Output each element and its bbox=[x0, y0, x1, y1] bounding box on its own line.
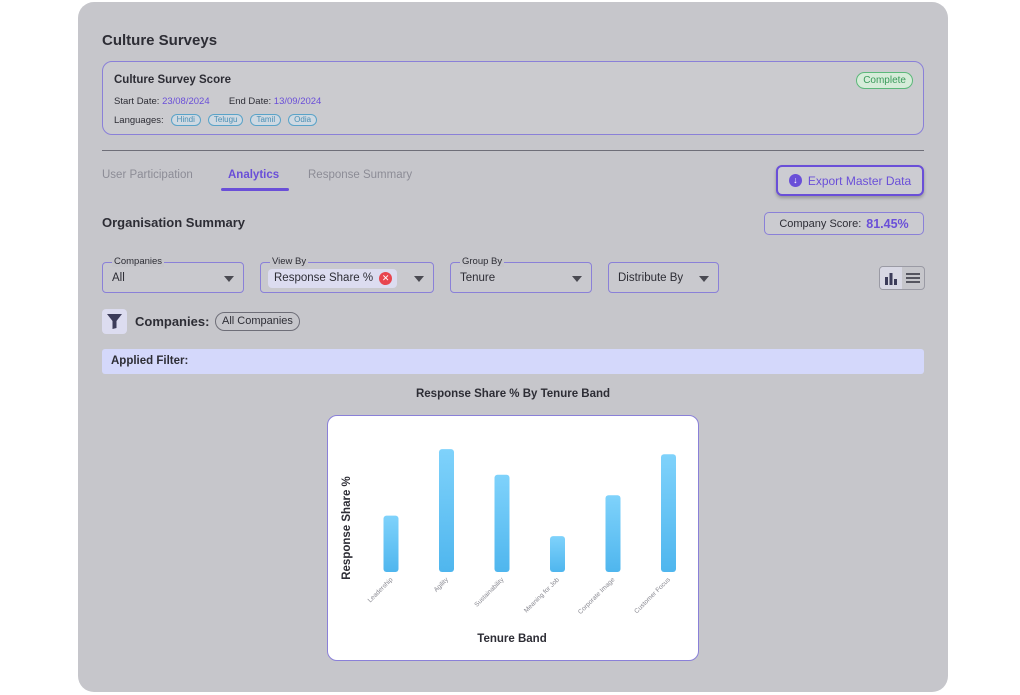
organisation-summary-title: Organisation Summary bbox=[102, 215, 246, 230]
survey-score-card: Culture Survey Score Complete Start Date… bbox=[102, 61, 924, 135]
all-companies-chip[interactable]: All Companies bbox=[215, 312, 300, 331]
tab-user-participation[interactable]: User Participation bbox=[102, 169, 193, 181]
group-by-select-label: Group By bbox=[460, 256, 505, 267]
view-toggle bbox=[879, 266, 925, 290]
end-date-label: End Date: bbox=[228, 96, 272, 107]
active-tab-indicator bbox=[221, 188, 289, 191]
bar-leadership[interactable] bbox=[383, 515, 399, 572]
remove-chip-icon[interactable]: ✕ bbox=[379, 272, 393, 285]
distribute-by-select-value: Distribute By bbox=[618, 272, 684, 284]
chevron-down-icon bbox=[572, 276, 582, 282]
bar-customer-focus[interactable] bbox=[661, 454, 676, 572]
view-by-select-label: View By bbox=[270, 256, 309, 267]
group-by-select[interactable]: Group By Tenure bbox=[450, 256, 592, 293]
x-tick-label: Leadership bbox=[367, 576, 395, 604]
chart-view-button[interactable] bbox=[880, 267, 902, 289]
status-badge: Complete bbox=[856, 72, 913, 89]
companies-filter-label: Companies: bbox=[135, 314, 210, 329]
survey-card-title: Culture Survey Score bbox=[114, 74, 231, 86]
tab-response-summary[interactable]: Response Summary bbox=[308, 169, 413, 181]
chart-title: Response Share % By Tenure Band bbox=[415, 388, 611, 400]
bar-chart-svg: Response Share % Tenure Band Leadership A… bbox=[341, 449, 676, 645]
filter-button[interactable] bbox=[102, 309, 127, 334]
view-by-chip-label: Response Share % bbox=[274, 272, 374, 284]
group-by-select-value: Tenure bbox=[460, 272, 496, 284]
company-score-label: Company Score: bbox=[779, 217, 862, 230]
page-title: Culture Surveys bbox=[102, 32, 218, 49]
bar-corporate-image[interactable] bbox=[605, 495, 621, 572]
view-by-chip: Response Share % ✕ bbox=[268, 269, 398, 288]
language-chip: Tamil bbox=[250, 114, 282, 126]
tab-analytics[interactable]: Analytics bbox=[228, 169, 280, 181]
language-chip: Odia bbox=[288, 114, 318, 126]
list-view-button[interactable] bbox=[902, 267, 924, 289]
start-date-value: 23/08/2024 bbox=[162, 96, 210, 107]
view-by-select[interactable]: View By Response Share % ✕ bbox=[260, 256, 434, 293]
export-button-label: Export Master Data bbox=[807, 173, 912, 188]
applied-filter-bar: Applied Filter: bbox=[102, 349, 924, 374]
list-icon bbox=[906, 273, 920, 283]
companies-select[interactable]: Companies All bbox=[102, 256, 244, 293]
companies-select-value: All bbox=[112, 272, 125, 284]
x-tick-label: Sustainability bbox=[473, 576, 506, 609]
bar-sustainability[interactable] bbox=[494, 474, 510, 572]
languages-label: Languages: bbox=[114, 114, 164, 126]
x-tick-label: Corporate Image bbox=[577, 576, 617, 616]
export-master-data-button[interactable]: ↓ Export Master Data bbox=[776, 165, 924, 196]
languages-row: Languages: Hindi Telugu Tamil Odia bbox=[114, 114, 318, 126]
distribute-by-select[interactable]: Distribute By bbox=[608, 262, 719, 293]
company-score-badge: Company Score: 81.45% bbox=[764, 212, 924, 235]
bar-meaning-for-job[interactable] bbox=[550, 536, 565, 572]
chevron-down-icon bbox=[224, 276, 234, 282]
companies-select-label: Companies bbox=[112, 256, 165, 267]
company-score-value: 81.45% bbox=[866, 216, 909, 231]
survey-dates: Start Date: 23/08/2024 End Date: 13/09/2… bbox=[114, 96, 321, 107]
download-icon: ↓ bbox=[788, 174, 802, 187]
bar-chart: Response Share % Tenure Band Leadership A… bbox=[327, 415, 699, 661]
start-date-label: Start Date: bbox=[114, 96, 160, 107]
language-chip: Hindi bbox=[170, 114, 201, 126]
funnel-icon bbox=[107, 314, 122, 329]
end-date-value: 13/09/2024 bbox=[273, 96, 322, 107]
chevron-down-icon bbox=[699, 276, 709, 282]
x-tick-label: Meaning for Job bbox=[523, 576, 561, 614]
x-tick-label: Agility bbox=[433, 576, 451, 594]
y-axis-label: Response Share % bbox=[341, 476, 353, 580]
bar-chart-icon bbox=[885, 272, 897, 285]
x-tick-label: Customer Focus bbox=[633, 576, 672, 615]
bar-agility[interactable] bbox=[439, 449, 454, 572]
section-divider bbox=[102, 150, 924, 151]
main-panel: Culture Surveys Culture Survey Score Com… bbox=[78, 2, 948, 692]
language-chip: Telugu bbox=[207, 114, 244, 126]
chevron-down-icon bbox=[414, 276, 424, 282]
x-axis-label: Tenure Band bbox=[477, 633, 546, 645]
